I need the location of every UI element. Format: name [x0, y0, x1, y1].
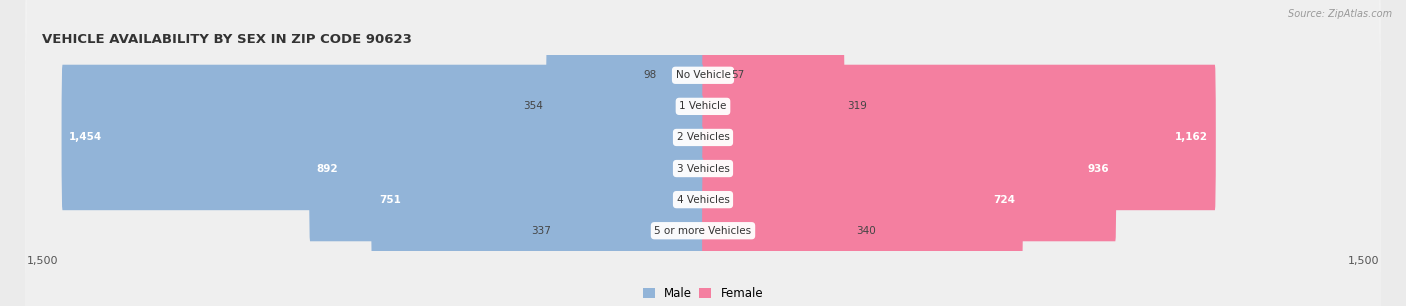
- FancyBboxPatch shape: [554, 158, 704, 304]
- Text: 1 Vehicle: 1 Vehicle: [679, 101, 727, 111]
- Text: 1,162: 1,162: [1175, 132, 1208, 143]
- Text: 337: 337: [531, 226, 551, 236]
- FancyBboxPatch shape: [702, 158, 853, 304]
- Text: 724: 724: [994, 195, 1015, 205]
- Text: 5 or more Vehicles: 5 or more Vehicles: [654, 226, 752, 236]
- FancyBboxPatch shape: [702, 127, 1022, 272]
- FancyBboxPatch shape: [25, 0, 1381, 306]
- FancyBboxPatch shape: [25, 0, 1381, 306]
- Text: 57: 57: [731, 70, 745, 80]
- FancyBboxPatch shape: [25, 0, 1381, 306]
- FancyBboxPatch shape: [25, 0, 1381, 306]
- FancyBboxPatch shape: [546, 34, 704, 179]
- Text: 354: 354: [523, 101, 544, 111]
- Text: No Vehicle: No Vehicle: [675, 70, 731, 80]
- Text: 4 Vehicles: 4 Vehicles: [676, 195, 730, 205]
- FancyBboxPatch shape: [25, 0, 1381, 306]
- FancyBboxPatch shape: [371, 127, 704, 272]
- FancyBboxPatch shape: [62, 65, 704, 210]
- Text: 892: 892: [316, 163, 339, 174]
- Text: 3 Vehicles: 3 Vehicles: [676, 163, 730, 174]
- FancyBboxPatch shape: [25, 0, 1381, 306]
- Text: 1,454: 1,454: [69, 132, 103, 143]
- Text: 340: 340: [856, 226, 876, 236]
- FancyBboxPatch shape: [702, 34, 845, 179]
- Text: Source: ZipAtlas.com: Source: ZipAtlas.com: [1288, 9, 1392, 19]
- FancyBboxPatch shape: [659, 2, 704, 148]
- Legend: Male, Female: Male, Female: [643, 287, 763, 300]
- FancyBboxPatch shape: [702, 65, 1216, 210]
- Text: 751: 751: [378, 195, 401, 205]
- FancyBboxPatch shape: [702, 2, 728, 148]
- Text: 2 Vehicles: 2 Vehicles: [676, 132, 730, 143]
- FancyBboxPatch shape: [702, 96, 1116, 241]
- Text: 98: 98: [643, 70, 657, 80]
- Text: 319: 319: [846, 101, 868, 111]
- FancyBboxPatch shape: [309, 96, 704, 241]
- Text: 936: 936: [1087, 163, 1109, 174]
- Text: VEHICLE AVAILABILITY BY SEX IN ZIP CODE 90623: VEHICLE AVAILABILITY BY SEX IN ZIP CODE …: [42, 33, 412, 46]
